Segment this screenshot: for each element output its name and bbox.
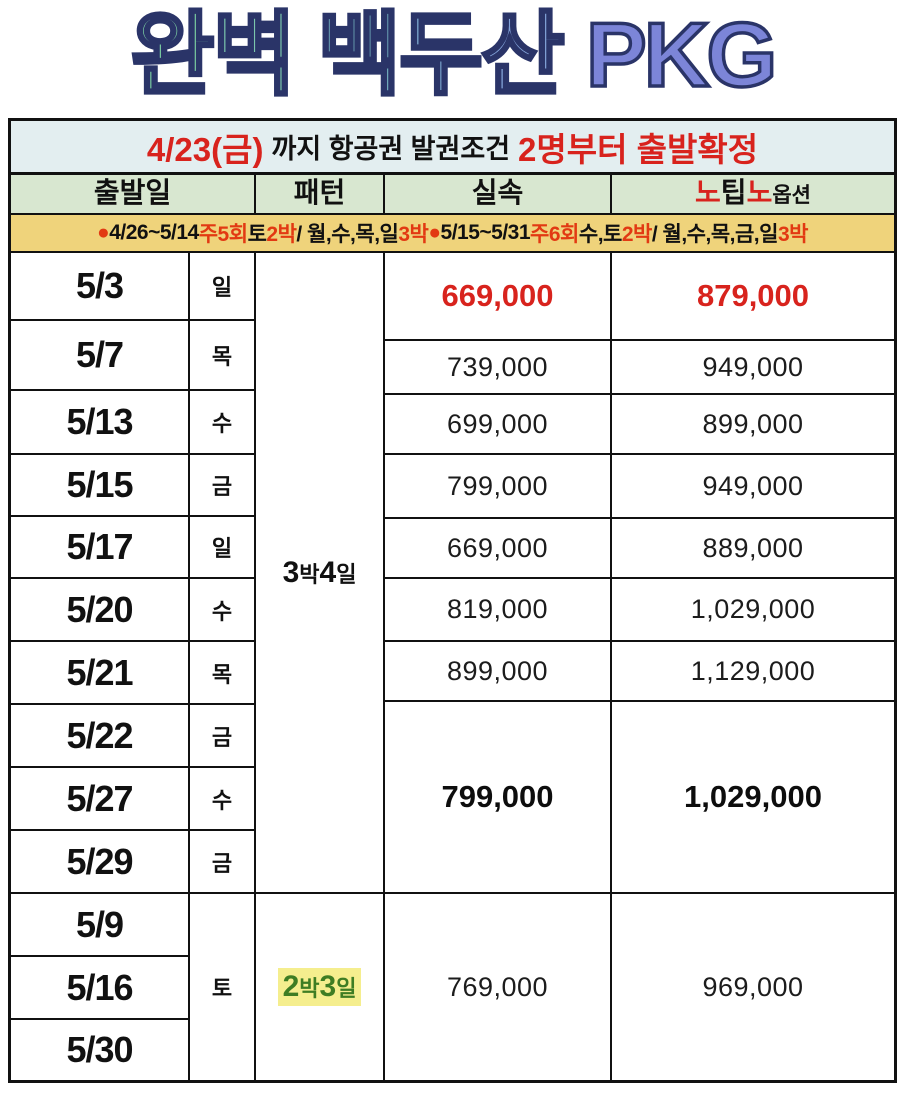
weekday-cell: 수 <box>190 768 254 831</box>
table-body: 5/3 5/7 5/13 5/15 5/17 5/20 5/21 5/22 5/27 5/29 5/… <box>11 253 894 1080</box>
pattern-cell: 2박3일 <box>256 894 383 1080</box>
header-no-tip-no-option: 노 팁 노 옵션 <box>695 177 811 208</box>
date-cell: 5/16 <box>11 957 188 1020</box>
notip-price-cell: 949,000 <box>612 455 894 519</box>
value-price-cell: 769,000 <box>446 971 549 1002</box>
value-price-cell: 669,000 <box>385 253 610 341</box>
notip-price-cell: 969,000 <box>702 971 804 1002</box>
table-header: 출발일 패턴 실속 노 팁 노 옵션 <box>11 175 894 215</box>
weekday-cell: 일 <box>190 253 254 321</box>
notip-price-cell: 1,129,000 <box>612 642 894 702</box>
weekday-cell: 일 <box>190 517 254 579</box>
notip-price-cell: 899,000 <box>612 395 894 455</box>
column-value-prices: 669,000 739,000 699,000 799,000 669,000 819,0… <box>385 253 612 1080</box>
weekday-cell: 금 <box>190 705 254 768</box>
date-cell: 5/27 <box>11 768 188 831</box>
date-cell: 5/29 <box>11 831 188 894</box>
value-price-cell: 699,000 <box>385 395 610 455</box>
weekday-cell: 금 <box>190 455 254 517</box>
pattern-cell: 3박4일 <box>256 253 383 894</box>
date-cell: 5/15 <box>11 455 188 517</box>
page-title: 완벽 백두산 PKG <box>129 3 779 108</box>
notip-price-cell: 1,029,000 <box>612 702 894 894</box>
notip-price-cell: 1,029,000 <box>612 579 894 642</box>
value-price-cell: 799,000 <box>385 455 610 519</box>
date-cell: 5/30 <box>66 1029 133 1070</box>
ticketing-condition-banner: 4/23(금) 까지 항공권 발권조건 2명부터 출발확정 <box>11 121 894 175</box>
date-cell: 5/13 <box>11 391 188 455</box>
weekday-cell: 토 <box>211 976 233 1001</box>
date-cell: 5/17 <box>11 517 188 579</box>
notip-price-cell: 949,000 <box>612 341 894 395</box>
date-cell: 5/9 <box>11 894 188 957</box>
column-departure-dates: 5/3 5/7 5/13 5/15 5/17 5/20 5/21 5/22 5/27 5/29 5/… <box>11 253 190 1080</box>
pattern-label: 3박4일 <box>282 555 357 589</box>
value-price-cell: 819,000 <box>385 579 610 642</box>
date-cell: 5/22 <box>11 705 188 768</box>
weekday-cell: 수 <box>190 579 254 642</box>
value-price-cell: 739,000 <box>385 341 610 395</box>
date-cell: 5/7 <box>11 321 188 391</box>
date-cell: 5/21 <box>11 642 188 705</box>
notip-price-cell: 879,000 <box>612 253 894 341</box>
weekday-cell: 금 <box>190 831 254 894</box>
notip-price-cell: 889,000 <box>612 519 894 579</box>
date-cell: 5/3 <box>11 253 188 321</box>
column-notip-prices: 879,000 949,000 899,000 949,000 889,000 1,029… <box>612 253 894 1080</box>
header-value-price: 실속 <box>385 175 612 213</box>
weekday-cell: 수 <box>190 391 254 455</box>
weekday-cell: 목 <box>190 321 254 391</box>
value-price-cell: 669,000 <box>385 519 610 579</box>
value-price-cell: 799,000 <box>385 702 610 894</box>
weekday-cell: 목 <box>190 642 254 705</box>
value-price-cell: 899,000 <box>385 642 610 702</box>
header-pattern: 패턴 <box>256 175 385 213</box>
schedule-notice-banner: ● 4/26~5/14 주5회 토 2박 / 월,수,목,일 3박 ● 5/15~5/3… <box>11 215 894 253</box>
pattern-highlighted-label: 2박3일 <box>277 967 362 1007</box>
column-pattern: 3박4일 2박3일 <box>256 253 385 1080</box>
header-departure-date: 출발일 <box>11 175 256 213</box>
date-cell: 5/20 <box>11 579 188 642</box>
